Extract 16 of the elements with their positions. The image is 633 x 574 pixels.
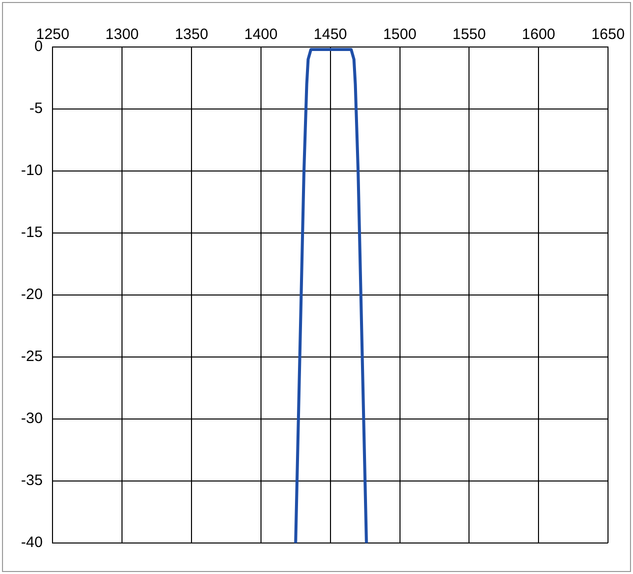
y-tick-label: -10	[20, 162, 43, 180]
y-tick-label: -30	[20, 410, 43, 428]
x-tick-label: 1450	[314, 26, 348, 44]
y-tick-label: -5	[29, 100, 43, 118]
x-tick-label: 1600	[522, 26, 556, 44]
y-tick-label: -20	[20, 286, 43, 304]
y-tick-label: -35	[20, 472, 43, 490]
x-tick-label: 1350	[174, 26, 208, 44]
x-tick-label: 1650	[591, 26, 625, 44]
y-tick-label: -25	[20, 348, 43, 366]
x-tick-label: 1300	[105, 26, 139, 44]
x-tick-label: 1550	[452, 26, 486, 44]
x-tick-label: 1500	[383, 26, 416, 44]
x-tick-label: 1400	[244, 26, 278, 44]
y-tick-label: -40	[20, 534, 43, 552]
y-tick-label: -15	[20, 224, 43, 242]
